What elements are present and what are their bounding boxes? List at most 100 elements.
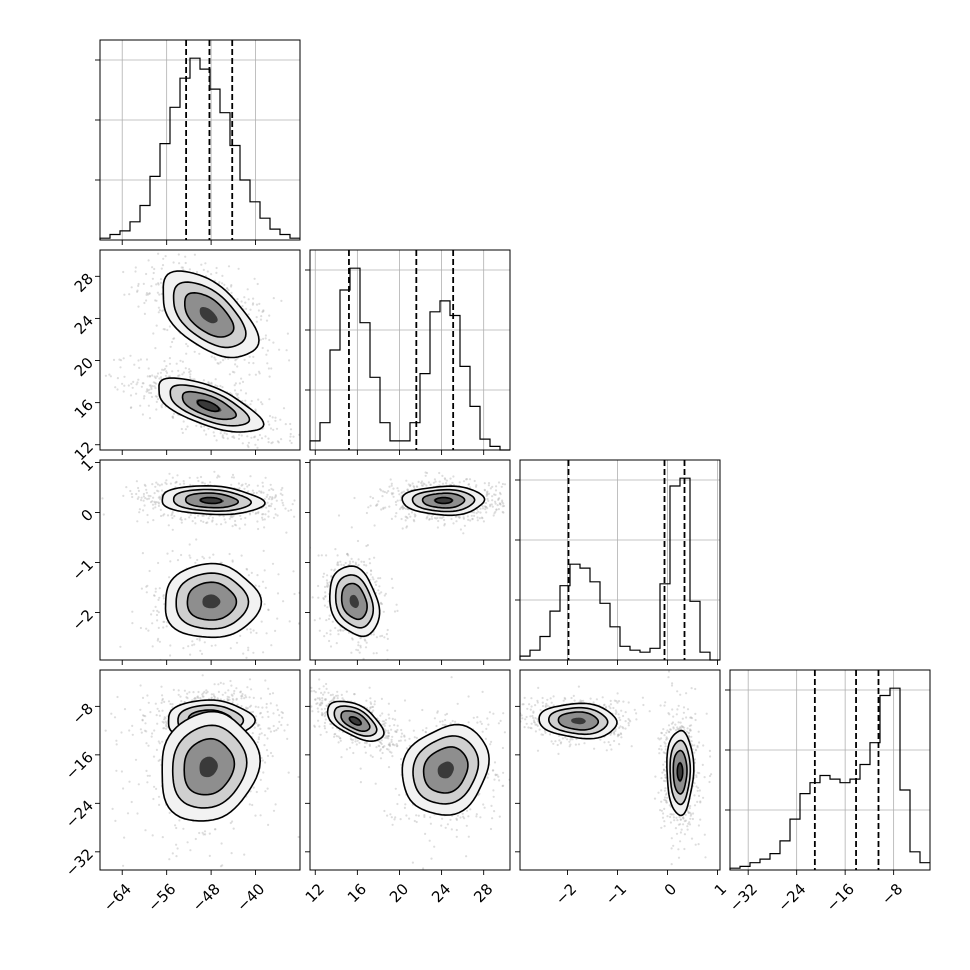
scatter-point: [169, 654, 172, 657]
scatter-point: [421, 484, 424, 487]
scatter-point: [227, 265, 231, 268]
scatter-point: [244, 694, 247, 697]
scatter-point: [240, 300, 243, 303]
scatter-point: [157, 252, 160, 255]
scatter-point: [381, 723, 384, 726]
scatter-point: [160, 489, 164, 492]
scatter-point: [161, 836, 164, 839]
scatter-point: [236, 365, 239, 368]
scatter-point: [483, 482, 486, 485]
scatter-point: [189, 370, 192, 373]
scatter-point: [148, 391, 151, 394]
scatter-point: [214, 828, 217, 831]
scatter-point: [265, 706, 268, 709]
scatter-point: [424, 471, 427, 474]
scatter-point: [162, 368, 165, 372]
scatter-point: [316, 697, 319, 700]
scatter-point: [372, 652, 375, 655]
scatter-point: [163, 513, 166, 516]
scatter-point: [194, 561, 197, 564]
scatter-point: [462, 516, 465, 519]
scatter-point: [293, 499, 296, 502]
scatter-point: [279, 418, 282, 421]
scatter-point: [260, 401, 263, 404]
scatter-point: [191, 644, 194, 647]
scatter-point: [397, 489, 400, 492]
scatter-point: [392, 492, 395, 495]
scatter-point: [210, 644, 213, 647]
scatter-point: [270, 502, 273, 505]
scatter-point: [158, 742, 161, 745]
scatter-point: [410, 511, 414, 514]
scatter-point: [381, 681, 383, 683]
scatter-point: [348, 560, 351, 563]
scatter-point: [499, 503, 502, 506]
scatter-point: [269, 427, 273, 430]
scatter-point: [288, 439, 292, 442]
scatter-point: [177, 689, 180, 692]
scatter-point: [130, 800, 133, 804]
scatter-point: [433, 516, 436, 520]
scatter-point: [339, 560, 342, 563]
scatter-point: [136, 520, 139, 523]
scatter-point: [150, 387, 153, 391]
scatter-point: [204, 833, 207, 836]
scatter-point: [150, 285, 153, 288]
scatter-point: [183, 700, 186, 704]
scatter-point: [275, 427, 279, 430]
scatter-point: [182, 480, 185, 483]
scatter-point: [385, 491, 388, 494]
scatter-point: [212, 553, 215, 556]
scatter-point: [330, 568, 333, 571]
scatter-point: [264, 435, 267, 438]
scatter-point: [234, 519, 237, 523]
scatter-point: [336, 563, 339, 566]
scatter-point: [153, 594, 156, 597]
scatter-point: [388, 724, 391, 727]
scatter-point: [306, 591, 308, 593]
scatter-point: [501, 510, 504, 514]
scatter-point: [255, 316, 258, 319]
scatter-point: [196, 558, 199, 562]
scatter-point: [379, 577, 382, 580]
scatter-point: [167, 375, 170, 378]
scatter-point: [165, 727, 168, 730]
scatter-point: [193, 516, 197, 519]
scatter-point: [248, 803, 251, 806]
scatter-point: [262, 771, 265, 774]
scatter-point: [216, 362, 219, 365]
scatter-point: [151, 622, 154, 625]
scatter-point: [231, 559, 234, 562]
scatter-point: [259, 727, 262, 731]
scatter-point: [323, 585, 327, 589]
scatter-point: [323, 725, 326, 728]
scatter-point: [153, 500, 156, 503]
scatter-point: [326, 583, 329, 586]
scatter-point: [324, 591, 327, 594]
scatter-point: [266, 787, 269, 790]
scatter-point: [193, 350, 196, 353]
scatter-point: [349, 562, 352, 565]
scatter-point: [156, 722, 159, 725]
scatter-point: [257, 706, 260, 709]
scatter-point: [203, 429, 206, 432]
scatter-point: [262, 491, 265, 494]
scatter-point: [148, 292, 151, 295]
scatter-point: [215, 523, 218, 526]
scatter-point: [327, 617, 331, 621]
scatter-point: [169, 644, 172, 647]
scatter-point: [160, 292, 163, 296]
scatter-point: [149, 711, 152, 714]
scatter-point: [260, 620, 263, 623]
scatter-point: [255, 303, 259, 306]
scatter-point: [191, 699, 194, 702]
scatter-point: [168, 472, 171, 475]
scatter-point: [159, 278, 163, 281]
scatter-point: [157, 740, 160, 743]
scatter-point: [405, 516, 408, 519]
scatter-point: [441, 482, 445, 485]
scatter-point: [138, 508, 141, 511]
scatter-point: [243, 487, 246, 490]
scatter-point: [234, 363, 237, 366]
